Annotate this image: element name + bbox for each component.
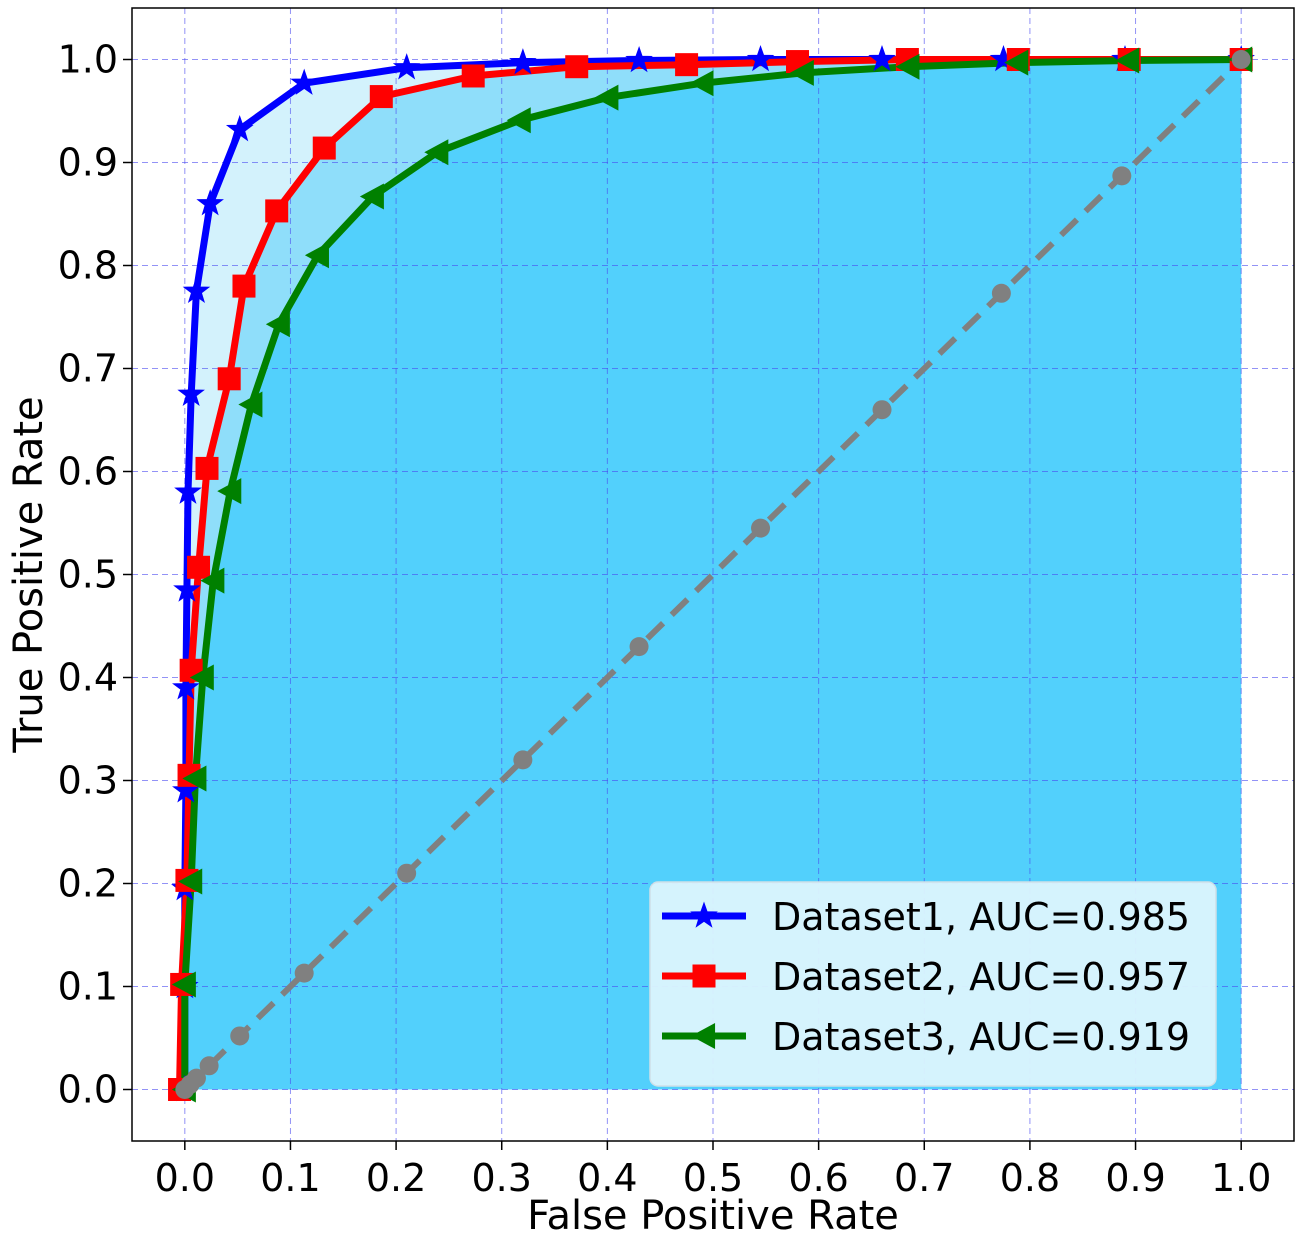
reference-point [1112,166,1132,186]
y-tick-label: 1.0 [58,38,118,82]
reference-point [199,1056,219,1076]
y-tick-label: 0.2 [58,862,118,906]
legend-label-1: Dataset1, AUC=0.985 [772,895,1190,939]
series-2-point [461,64,485,88]
series-3-point [200,567,225,594]
series-3-point [359,183,384,210]
reference-point [991,283,1011,303]
x-tick-label: 1.0 [1211,1156,1271,1200]
series-2-point [565,55,589,79]
y-tick-label: 0.3 [58,759,118,803]
series-1-point [392,53,421,80]
x-tick-label: 0.6 [788,1156,848,1200]
reference-point [397,863,417,883]
series-3-point [265,311,290,338]
y-tick-label: 0.9 [58,141,118,185]
series-3-point [506,107,531,134]
series-3-point [182,765,207,792]
series-3-point [1115,47,1140,74]
y-axis-label: True Positive Rate [6,396,52,753]
series-2-point [675,53,699,77]
series-3-point [189,664,214,691]
y-tick-label: 0.1 [58,965,118,1009]
series-3-point [424,139,449,166]
legend-label-2: Dataset2, AUC=0.957 [772,955,1190,999]
series-3-point [171,971,196,998]
reference-point [872,400,892,420]
reference-point [513,750,533,770]
series-2-point [369,85,393,109]
series-1-point [290,68,319,95]
series-1-point [509,48,537,75]
series-1-point [173,575,201,602]
series-1-point [625,45,653,73]
series-1-point [174,477,202,504]
y-tick-label: 0.0 [58,1068,118,1112]
series-2-point [232,274,256,298]
y-tick-label: 0.6 [58,450,118,494]
x-tick-label: 0.9 [1105,1156,1165,1200]
series-1-point [172,673,200,700]
series-3-point [304,242,329,269]
x-tick-label: 0.4 [577,1156,637,1200]
series-markers [168,44,1255,1103]
y-tick-label: 0.7 [58,347,118,391]
series-3-point [178,868,203,895]
series-3-point [217,478,242,505]
x-tick-label: 0.1 [260,1156,320,1200]
series-1-point [225,114,254,142]
x-axis-label: False Positive Rate [527,1193,899,1239]
legend-box [649,881,1217,1087]
legend-marker-3 [691,1023,716,1049]
series-2-point [187,555,211,579]
series-line-3 [181,56,1245,1093]
series-2-point [312,136,336,160]
series-3-point [689,70,714,97]
series-3-point [895,53,920,80]
legend-label-3: Dataset3, AUC=0.919 [772,1015,1190,1059]
reference-point [1231,50,1251,69]
legend: Dataset1, AUC=0.985 Dataset2, AUC=0.957 Da… [649,881,1217,1087]
legend-marker-2 [692,964,716,988]
legend-marker-1 [690,901,718,928]
series-3-point [238,391,263,418]
x-tick-label: 0.8 [1000,1156,1060,1200]
series-2-point [265,199,289,223]
reference-point [751,518,771,538]
series-2-point [195,456,219,480]
series-2-point [217,367,241,391]
x-tick-label: 0.7 [894,1156,954,1200]
x-tick-label: 0.5 [683,1156,743,1200]
series-3-point [789,59,814,86]
series-1-point [182,276,211,304]
y-tick-label: 0.5 [58,553,118,597]
series-3-point [594,84,619,111]
reference-point [186,1068,206,1088]
series-1-point [196,189,224,216]
y-tick-label: 0.4 [58,656,118,700]
reference-point [629,637,649,657]
series-3-point [1004,49,1029,76]
y-tick-label: 0.8 [58,244,118,288]
x-tick-label: 0.3 [472,1156,532,1200]
series-1-point [177,379,205,407]
series-1-point [746,44,775,72]
x-tick-label: 0.2 [366,1156,426,1200]
series-1-point [868,44,896,72]
x-tick-label: 0.0 [155,1156,215,1200]
reference-point [230,1026,250,1046]
axis-ticks: 0.0 0.1 0.2 0.3 0.4 0.5 0.6 0.7 0.8 0.9 1.0 0.0 0.1 0… [58,38,1272,1201]
reference-point [294,963,314,983]
